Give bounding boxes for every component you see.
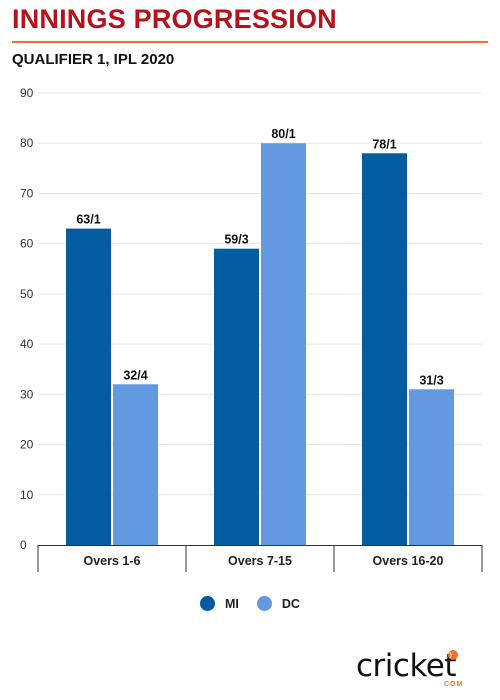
title-divider xyxy=(12,41,488,43)
x-tick-label: Overs 16-20 xyxy=(373,554,444,568)
legend-label-dc: DC xyxy=(281,596,300,611)
bar-mi xyxy=(66,228,111,545)
y-tick-label: 40 xyxy=(20,337,34,351)
legend: MI DC xyxy=(0,596,500,611)
y-tick-label: 60 xyxy=(20,237,34,251)
y-tick-label: 20 xyxy=(20,438,34,452)
logo-suffix: COM xyxy=(444,681,464,688)
bar-mi xyxy=(362,153,407,545)
legend-swatch-dc xyxy=(256,596,272,611)
data-label: 78/1 xyxy=(372,137,396,151)
cricket-com-logo: cricket COM xyxy=(356,648,490,692)
chart-subtitle: QUALIFIER 1, IPL 2020 xyxy=(12,51,175,68)
legend-label-mi: MI xyxy=(225,596,239,611)
y-tick-label: 90 xyxy=(20,86,34,100)
y-tick-label: 0 xyxy=(20,538,27,552)
bar-dc xyxy=(261,143,306,545)
y-tick-label: 70 xyxy=(20,186,34,200)
bar-dc xyxy=(409,389,454,545)
legend-item-dc: DC xyxy=(256,596,300,611)
data-label: 63/1 xyxy=(76,213,100,227)
bar-dc xyxy=(113,384,158,545)
x-tick-label: Overs 1-6 xyxy=(84,554,141,568)
y-tick-label: 50 xyxy=(20,287,34,301)
y-tick-label: 10 xyxy=(20,488,34,502)
y-tick-label: 30 xyxy=(20,387,34,401)
logo-text: cricket xyxy=(356,648,457,684)
legend-swatch-mi xyxy=(200,596,216,611)
bar-chart: 0 10 20 30 40 50 60 70 80 90 Overs 1-6 63/1 32/4 Over… xyxy=(20,86,483,572)
data-label: 80/1 xyxy=(271,127,295,141)
chart-title: INNINGS PROGRESSION xyxy=(12,4,337,34)
legend-item-mi: MI xyxy=(200,596,239,611)
data-label: 31/3 xyxy=(419,373,443,387)
y-tick-label: 80 xyxy=(20,136,34,150)
data-label: 32/4 xyxy=(123,368,147,382)
cricket-ball-icon xyxy=(448,650,458,660)
data-label: 59/3 xyxy=(224,233,248,247)
bar-mi xyxy=(214,248,259,545)
x-tick-label: Overs 7-15 xyxy=(228,554,292,568)
